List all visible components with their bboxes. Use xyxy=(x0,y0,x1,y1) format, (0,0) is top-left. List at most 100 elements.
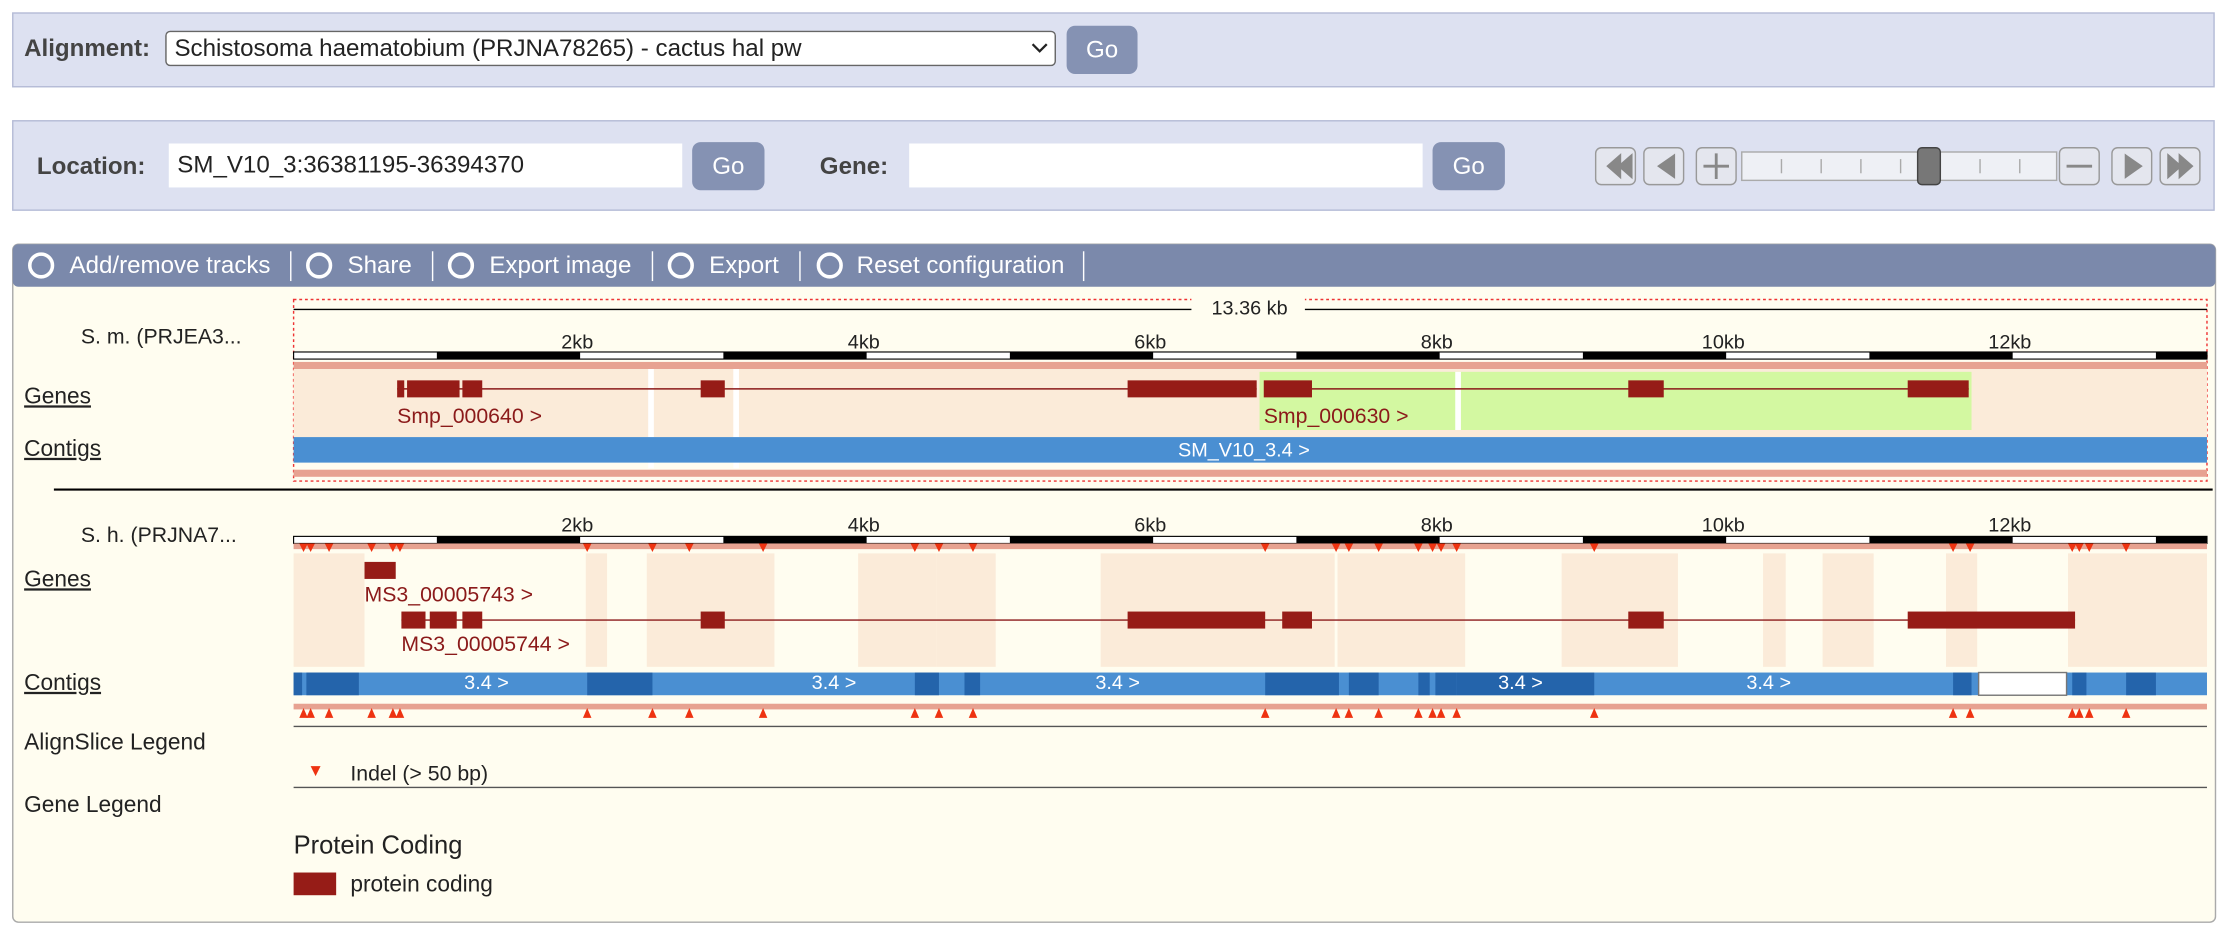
exon xyxy=(364,561,396,579)
exon xyxy=(1907,380,1969,398)
indel-legend-marker xyxy=(310,766,321,777)
ruler-label: 6kb xyxy=(1134,515,1166,537)
indel-marker xyxy=(758,543,768,552)
contig-label: 3.4 > xyxy=(812,672,857,694)
ruler-block xyxy=(1296,536,1440,544)
indel-marker xyxy=(2121,543,2131,552)
alignment-label: Alignment: xyxy=(24,35,150,62)
aligned-block xyxy=(1561,553,1678,667)
indel-marker xyxy=(1965,543,1975,552)
contig-segment xyxy=(1348,672,1379,696)
legend-title: AlignSlice Legend xyxy=(24,728,206,754)
contig-label: SM_V10_3.4 > xyxy=(1178,440,1310,462)
indel-marker xyxy=(324,707,334,718)
indel-marker xyxy=(1374,543,1383,552)
contig-segment xyxy=(914,672,939,696)
indel-marker xyxy=(324,543,334,552)
contig-segment xyxy=(293,672,303,696)
contig-segment xyxy=(1456,672,1595,696)
contig-segment xyxy=(2072,672,2087,696)
indel-marker xyxy=(1948,707,1958,718)
ruler-block xyxy=(1296,351,1440,360)
alignment-select-value[interactable]: Schistosoma haematobium (PRJNA78265) - c… xyxy=(174,35,802,62)
indel-marker xyxy=(2085,707,2094,718)
indel-marker xyxy=(1414,707,1423,718)
exon xyxy=(429,611,457,629)
ruler-label: 2kb xyxy=(561,332,593,354)
gene-label: Gene: xyxy=(820,153,888,180)
contig-segment xyxy=(1953,672,1972,696)
toolbar-button[interactable]: Add/remove tracks xyxy=(69,252,270,279)
contig-segment xyxy=(1265,672,1339,696)
gene-input[interactable] xyxy=(909,143,1423,188)
ruler-block xyxy=(1869,536,2013,544)
ruler-block xyxy=(436,351,581,360)
contig-segment xyxy=(1435,672,1457,696)
location-value[interactable]: SM_V10_3:36381195-36394370 xyxy=(177,152,524,179)
alignment-select[interactable] xyxy=(165,30,1056,67)
indel-marker xyxy=(299,707,308,718)
contig-segment xyxy=(964,672,981,696)
ruler-block xyxy=(2155,536,2207,544)
indel-marker xyxy=(1374,707,1383,718)
go-button[interactable] xyxy=(1432,142,1505,191)
indel-marker xyxy=(367,543,376,552)
ruler-label: 8kb xyxy=(1421,515,1453,537)
indel-marker xyxy=(1452,707,1461,718)
zoom-slider[interactable] xyxy=(1741,151,2058,182)
toolbar-icon xyxy=(447,252,475,279)
location-input[interactable] xyxy=(168,143,683,188)
toolbar xyxy=(12,244,2216,287)
contig-segment xyxy=(1418,672,1430,696)
aligned-block xyxy=(2067,553,2207,667)
indel-marker xyxy=(1414,543,1423,552)
species-label: S. m. (PRJEA3... xyxy=(81,324,242,348)
indel-marker xyxy=(1436,707,1446,718)
toolbar-button[interactable]: Export image xyxy=(489,252,631,279)
toolbar-button[interactable]: Reset configuration xyxy=(857,252,1065,279)
ruler-block xyxy=(723,536,867,544)
indel-marker xyxy=(1589,707,1599,718)
gene-label: MS3_00005743 > xyxy=(365,583,533,607)
ruler-block xyxy=(723,351,867,360)
aligned-block xyxy=(858,553,937,667)
legend-item: protein coding xyxy=(350,870,493,896)
ruler-block xyxy=(1009,536,1154,544)
indel-marker xyxy=(388,707,398,718)
slider-handle[interactable] xyxy=(1916,147,1942,186)
ruler-label: 4kb xyxy=(848,332,880,354)
indel-marker xyxy=(934,707,944,718)
go-button-label[interactable]: Go xyxy=(1086,37,1118,64)
go-button[interactable] xyxy=(692,142,765,191)
indel-marker xyxy=(299,543,308,552)
go-button-label[interactable]: Go xyxy=(712,153,744,180)
toolbar-button[interactable]: Share xyxy=(347,252,411,279)
toolbar-button[interactable]: Export xyxy=(709,252,779,279)
indel-marker xyxy=(1260,707,1270,718)
gene-highlight xyxy=(1259,371,1972,430)
ruler-block xyxy=(1582,536,1727,544)
go-button-label[interactable]: Go xyxy=(1453,153,1485,180)
track-label: Genes xyxy=(24,382,91,408)
indel-marker xyxy=(1428,543,1437,552)
ruler-label: 10kb xyxy=(1702,332,1745,354)
indel-marker xyxy=(395,543,405,552)
indel-marker xyxy=(934,543,944,552)
legend-group: Protein Coding xyxy=(294,832,463,860)
ruler-label: 12kb xyxy=(1988,515,2031,537)
gap xyxy=(733,369,739,469)
ruler-block xyxy=(1009,351,1154,360)
go-button[interactable] xyxy=(1066,25,1138,74)
indel-marker xyxy=(685,707,694,718)
contig-gap xyxy=(1977,671,2068,696)
indel-marker xyxy=(648,707,657,718)
aligned-block xyxy=(1100,553,1335,667)
contig xyxy=(293,437,2207,463)
indel-marker xyxy=(968,543,978,552)
gene-label: MS3_00005744 > xyxy=(401,632,569,656)
toolbar-icon xyxy=(306,252,333,279)
contig-segment xyxy=(306,672,359,696)
exon xyxy=(1263,380,1312,398)
aligned-block xyxy=(1337,553,1466,667)
